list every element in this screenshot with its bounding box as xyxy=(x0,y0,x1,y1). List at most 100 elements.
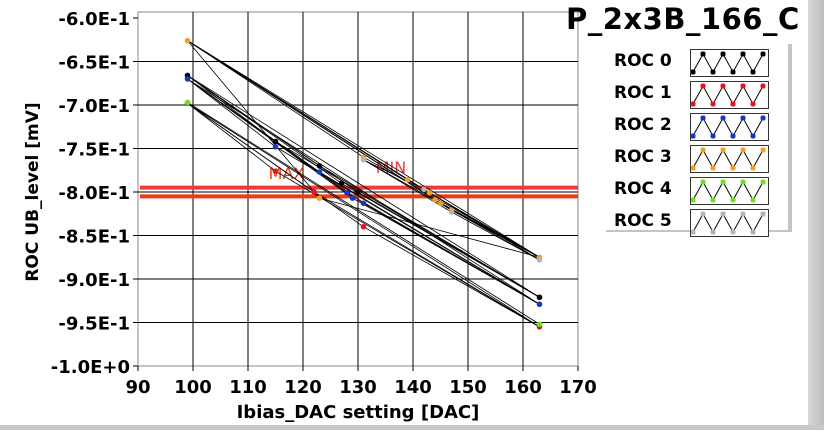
legend-marker xyxy=(720,211,726,217)
x-tick-label: 170 xyxy=(559,377,597,398)
legend-marker xyxy=(740,211,746,217)
legend-marker xyxy=(730,133,736,139)
legend-marker xyxy=(750,197,756,203)
y-tick-label: -6.5E-1 xyxy=(58,53,130,74)
legend-marker xyxy=(760,83,766,89)
legend-line xyxy=(692,116,764,138)
data-point-roc-2 xyxy=(272,143,279,150)
legend-marker xyxy=(720,83,726,89)
legend-label: ROC 5 xyxy=(614,211,672,231)
series-line-segment xyxy=(363,159,425,190)
legend-label: ROC 2 xyxy=(614,115,672,135)
legend-label: ROC 3 xyxy=(614,147,672,167)
data-point-roc-3 xyxy=(316,195,323,201)
legend-marker xyxy=(760,147,766,153)
series-line-segment xyxy=(187,78,276,148)
legend-marker xyxy=(740,179,746,185)
data-point-roc-4 xyxy=(536,321,543,328)
legend-marker xyxy=(750,133,756,139)
legend-marker xyxy=(760,115,766,121)
legend-marker xyxy=(710,133,716,139)
legend-marker xyxy=(690,197,696,203)
series-line-segment xyxy=(187,40,540,258)
legend-marker xyxy=(740,51,746,57)
legend-marker xyxy=(720,147,726,153)
y-tick-label: -9.5E-1 xyxy=(58,314,130,335)
series-line-segment xyxy=(451,211,540,261)
legend-marker xyxy=(700,179,706,185)
legend-item: ROC 4 xyxy=(602,175,788,205)
x-tick-label: 100 xyxy=(174,377,212,398)
legend-line xyxy=(692,212,764,234)
legend-marker xyxy=(700,147,706,153)
data-point-roc-2 xyxy=(360,200,367,207)
data-point-roc-0 xyxy=(536,294,543,301)
y-axis-title: ROC UB_level [mV] xyxy=(23,102,43,281)
x-tick-label: 120 xyxy=(284,377,322,398)
legend-marker xyxy=(730,101,736,107)
legend-marker xyxy=(700,83,706,89)
legend-line xyxy=(692,148,764,170)
legend-marker xyxy=(750,69,756,75)
legend-marker xyxy=(750,101,756,107)
legend-swatch xyxy=(690,145,769,173)
legend-label: ROC 0 xyxy=(614,51,672,71)
series-points xyxy=(184,37,543,330)
legend-marker xyxy=(760,179,766,185)
legend-item: ROC 5 xyxy=(602,207,788,237)
data-point-roc-5 xyxy=(536,257,543,263)
legend-marker xyxy=(710,165,716,171)
data-point-roc-0 xyxy=(355,189,361,195)
series-line-segment xyxy=(319,165,540,298)
legend: ROC 0 ROC 1 ROC 2 ROC 3 ROC 4 ROC 5 xyxy=(602,42,788,237)
legend-marker xyxy=(690,133,696,139)
series-line-segment xyxy=(187,75,540,298)
data-point-roc-0 xyxy=(272,138,279,145)
legend-marker xyxy=(740,115,746,121)
series-line-segment xyxy=(423,189,540,261)
legend-marker xyxy=(690,165,696,171)
legend-label: ROC 4 xyxy=(614,179,672,199)
legend-marker xyxy=(730,197,736,203)
legend-line xyxy=(692,84,764,106)
series-line-segment xyxy=(357,191,540,298)
legend-marker xyxy=(750,165,756,171)
y-tick-label: -9.0E-1 xyxy=(58,270,130,291)
y-tick-label: -1.0E+0 xyxy=(51,357,130,378)
legend-line xyxy=(692,52,764,74)
legend-marker xyxy=(710,229,716,235)
x-tick-label: 90 xyxy=(125,377,150,398)
data-point-roc-5 xyxy=(421,186,427,193)
data-point-roc-5 xyxy=(360,157,367,163)
y-tick-label: -8.0E-1 xyxy=(58,183,130,204)
legend-marker xyxy=(730,229,736,235)
legend-marker xyxy=(730,69,736,75)
y-tick-label: -7.5E-1 xyxy=(58,140,130,161)
data-point-roc-2 xyxy=(344,190,350,196)
data-point-roc-3 xyxy=(426,190,433,196)
chart-title: P_2x3B_166_C xyxy=(566,2,800,36)
legend-marker xyxy=(750,229,756,235)
data-point-roc-3 xyxy=(184,37,191,44)
series-line-segment xyxy=(187,102,364,228)
legend-marker xyxy=(690,229,696,235)
legend-swatch xyxy=(690,49,769,77)
y-tick-label: -6.0E-1 xyxy=(58,9,130,30)
x-tick-label: 160 xyxy=(504,377,542,398)
series-line-segment xyxy=(319,197,540,258)
series-line-segment xyxy=(187,40,430,194)
legend-marker xyxy=(710,69,716,75)
data-point-roc-0 xyxy=(338,180,345,187)
legend-marker xyxy=(700,211,706,217)
series-line-segment xyxy=(187,102,540,325)
legend-line xyxy=(692,180,764,202)
series-line-segment xyxy=(363,159,452,213)
x-tick-label: 150 xyxy=(449,377,487,398)
data-point-roc-0 xyxy=(316,163,323,169)
legend-item: ROC 2 xyxy=(602,111,788,141)
legend-marker xyxy=(720,179,726,185)
data-point-roc-3 xyxy=(404,177,411,183)
x-tick-label: 140 xyxy=(394,377,432,398)
